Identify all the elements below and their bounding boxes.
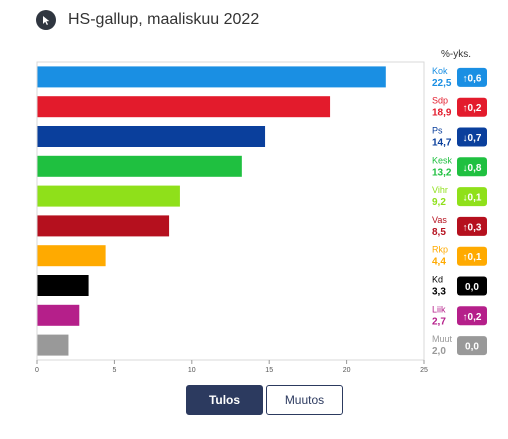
party-value-rkp: 4,4: [432, 257, 446, 268]
party-label-kesk: Kesk: [432, 155, 453, 165]
change-badge-sdp: [457, 97, 487, 117]
chart-header: HS-gallup, maaliskuu 2022: [36, 8, 259, 32]
bar-vihr: [37, 185, 180, 207]
party-value-kok: 22,5: [432, 78, 452, 89]
bar-liik: [37, 304, 80, 326]
bar-vas: [37, 215, 170, 237]
party-value-kd: 3,3: [432, 287, 446, 298]
change-value-sdp: ↑0,2: [463, 103, 482, 114]
bar-sdp: [37, 96, 331, 118]
change-badge-kesk: [457, 157, 487, 177]
bar-kd: [37, 275, 89, 296]
change-column-header: %-yks.: [441, 49, 471, 60]
change-value-kd: 0,0: [465, 282, 479, 293]
party-label-rkp: Rkp: [432, 245, 448, 255]
bar-ps: [37, 126, 266, 147]
change-value-liik: ↑0,2: [463, 312, 482, 323]
change-value-rkp: ↑0,1: [463, 252, 482, 263]
x-tick-label: 0: [35, 367, 39, 374]
change-value-vihr: ↓0,1: [463, 193, 482, 204]
cursor-icon: [36, 10, 56, 30]
party-label-liik: Liik: [432, 304, 446, 314]
party-label-kd: Kd: [432, 275, 443, 285]
result-toggle-button[interactable]: Tulos: [186, 385, 263, 415]
change-value-ps: ↓0,7: [463, 133, 482, 144]
party-value-sdp: 18,9: [432, 108, 452, 119]
change-badge-vihr: [457, 187, 487, 207]
bar-rkp: [37, 245, 106, 267]
x-tick-label: 5: [112, 367, 116, 374]
party-value-muut: 2,0: [432, 346, 446, 357]
party-label-ps: Ps: [432, 126, 443, 136]
party-label-muut: Muut: [432, 334, 453, 344]
bar-kok: [37, 66, 386, 88]
x-tick-label: 10: [188, 367, 196, 374]
change-badge-muut: [457, 336, 487, 356]
change-badge-vas: [457, 216, 487, 236]
party-label-kok: Kok: [432, 66, 448, 76]
party-label-vihr: Vihr: [432, 185, 448, 195]
change-badge-kok: [457, 67, 487, 87]
bar-kesk: [37, 155, 242, 177]
change-toggle-button[interactable]: Muutos: [266, 385, 343, 415]
change-value-kok: ↑0,6: [463, 73, 482, 84]
change-value-kesk: ↓0,8: [463, 163, 482, 174]
change-value-vas: ↑0,3: [463, 222, 482, 233]
change-badge-kd: [457, 276, 487, 296]
x-tick-label: 20: [343, 367, 351, 374]
x-tick-label: 15: [265, 367, 273, 374]
plot-frame: [36, 61, 425, 361]
change-badge-rkp: [457, 246, 487, 266]
chart-title: HS-gallup, maaliskuu 2022: [68, 11, 260, 28]
change-value-muut: 0,0: [465, 342, 479, 353]
party-label-vas: Vas: [432, 215, 447, 225]
party-value-vihr: 9,2: [432, 197, 446, 208]
change-badge-liik: [457, 306, 487, 326]
party-value-ps: 14,7: [432, 138, 452, 149]
x-tick-label: 25: [420, 367, 428, 374]
party-label-sdp: Sdp: [432, 96, 448, 106]
change-badge-ps: [457, 127, 487, 147]
party-value-kesk: 13,2: [432, 167, 452, 178]
party-value-vas: 8,5: [432, 227, 446, 238]
party-value-liik: 2,7: [432, 316, 446, 327]
bar-muut: [37, 334, 69, 356]
